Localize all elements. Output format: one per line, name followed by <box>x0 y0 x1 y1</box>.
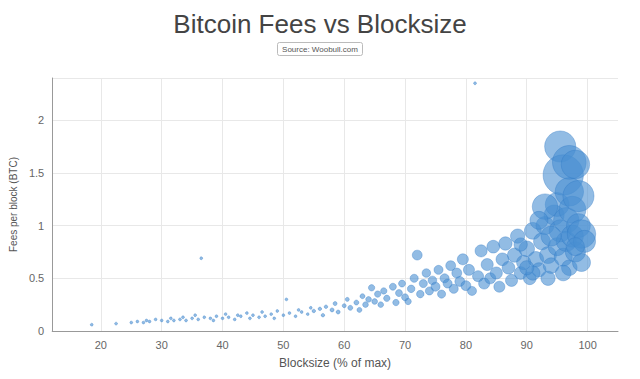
svg-text:20: 20 <box>95 339 107 351</box>
svg-text:Blocksize (% of max): Blocksize (% of max) <box>279 356 391 370</box>
svg-text:0.5: 0.5 <box>29 272 44 284</box>
svg-text:2: 2 <box>38 114 44 126</box>
svg-text:100: 100 <box>578 339 596 351</box>
svg-text:Source: Woobull.com: Source: Woobull.com <box>282 45 358 54</box>
svg-text:50: 50 <box>277 339 289 351</box>
svg-text:0: 0 <box>38 325 44 337</box>
svg-text:1.5: 1.5 <box>29 167 44 179</box>
svg-text:Bitcoin Fees vs Blocksize: Bitcoin Fees vs Blocksize <box>173 9 466 39</box>
svg-text:40: 40 <box>216 339 228 351</box>
svg-text:30: 30 <box>156 339 168 351</box>
svg-text:60: 60 <box>338 339 350 351</box>
svg-text:80: 80 <box>460 339 472 351</box>
svg-text:1: 1 <box>38 220 44 232</box>
svg-text:70: 70 <box>399 339 411 351</box>
svg-text:Fees per block (BTC): Fees per block (BTC) <box>8 157 19 252</box>
svg-text:90: 90 <box>521 339 533 351</box>
